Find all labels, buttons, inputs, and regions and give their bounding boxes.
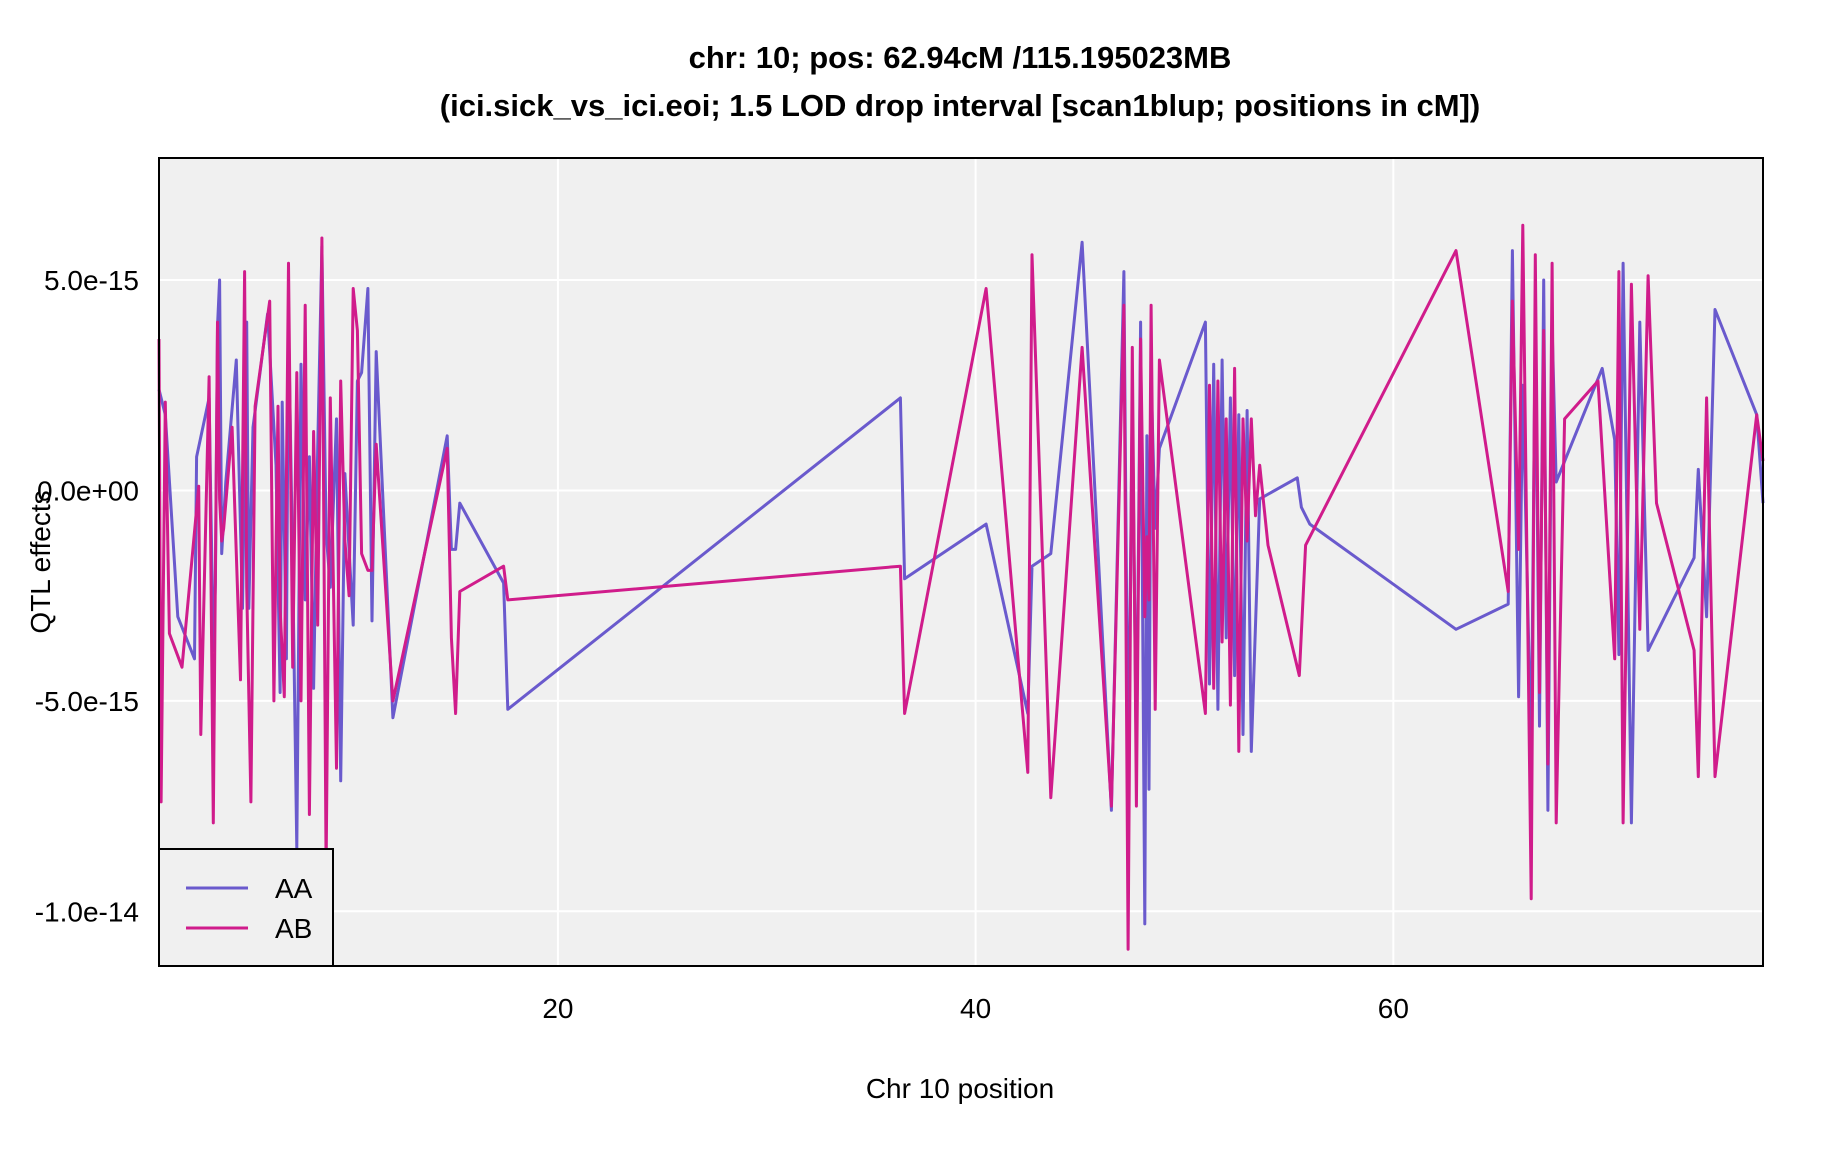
x-tick-label: 40 <box>960 993 991 1024</box>
legend-box <box>158 848 334 967</box>
y-tick-label: 0.0e+00 <box>37 475 139 506</box>
series-line-ab <box>157 223 1765 951</box>
gridlines <box>159 158 1763 966</box>
x-tick-label: 20 <box>542 993 573 1024</box>
x-axis-ticks: 20 40 60 <box>542 993 1409 1024</box>
x-axis-label: Chr 10 position <box>866 1073 1054 1104</box>
legend: AA AB <box>158 848 334 967</box>
x-tick-label: 60 <box>1378 993 1409 1024</box>
plot-area <box>159 158 1763 966</box>
y-tick-label: 5.0e-15 <box>44 265 139 296</box>
y-axis-ticks: 5.0e-15 0.0e+00 -5.0e-15 -1.0e-14 <box>35 265 139 927</box>
y-axis-label: QTL effects <box>25 490 56 633</box>
plot-border <box>158 157 1764 967</box>
y-tick-label: -5.0e-15 <box>35 686 139 717</box>
chart-title: chr: 10; pos: 62.94cM /115.195023MB <box>689 40 1232 75</box>
legend-label-ab: AB <box>275 913 312 944</box>
y-tick-label: -1.0e-14 <box>35 896 139 927</box>
legend-label-aa: AA <box>275 873 313 904</box>
chart-subtitle: (ici.sick_vs_ici.eoi; 1.5 LOD drop inter… <box>440 88 1480 123</box>
series-lines <box>157 223 1765 951</box>
